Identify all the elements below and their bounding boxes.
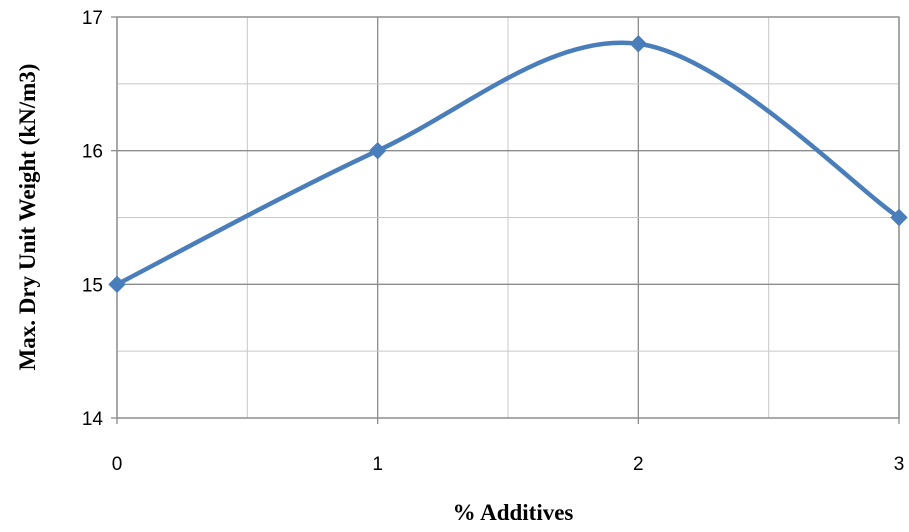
x-axis-title: % Additives bbox=[453, 500, 574, 525]
y-tick-label: 14 bbox=[82, 409, 104, 430]
y-axis-title: Max. Dry Unit Weight (kN/m3) bbox=[15, 64, 40, 371]
series-markers bbox=[108, 35, 908, 294]
data-point-marker bbox=[629, 35, 648, 53]
x-tick-label: 3 bbox=[894, 454, 905, 475]
x-axis-ticks: 0 1 2 3 bbox=[112, 418, 905, 475]
x-tick-label: 2 bbox=[633, 454, 644, 475]
data-point-marker bbox=[368, 141, 387, 160]
x-tick-label: 0 bbox=[112, 454, 123, 475]
y-axis-ticks: 14 15 16 17 bbox=[82, 8, 117, 430]
series-line bbox=[114, 40, 902, 287]
data-point-marker bbox=[890, 208, 908, 227]
y-tick-label: 17 bbox=[82, 8, 103, 29]
y-tick-label: 16 bbox=[82, 142, 103, 163]
y-tick-label: 15 bbox=[82, 275, 103, 296]
data-point-marker bbox=[108, 275, 126, 294]
x-tick-label: 1 bbox=[372, 454, 383, 475]
